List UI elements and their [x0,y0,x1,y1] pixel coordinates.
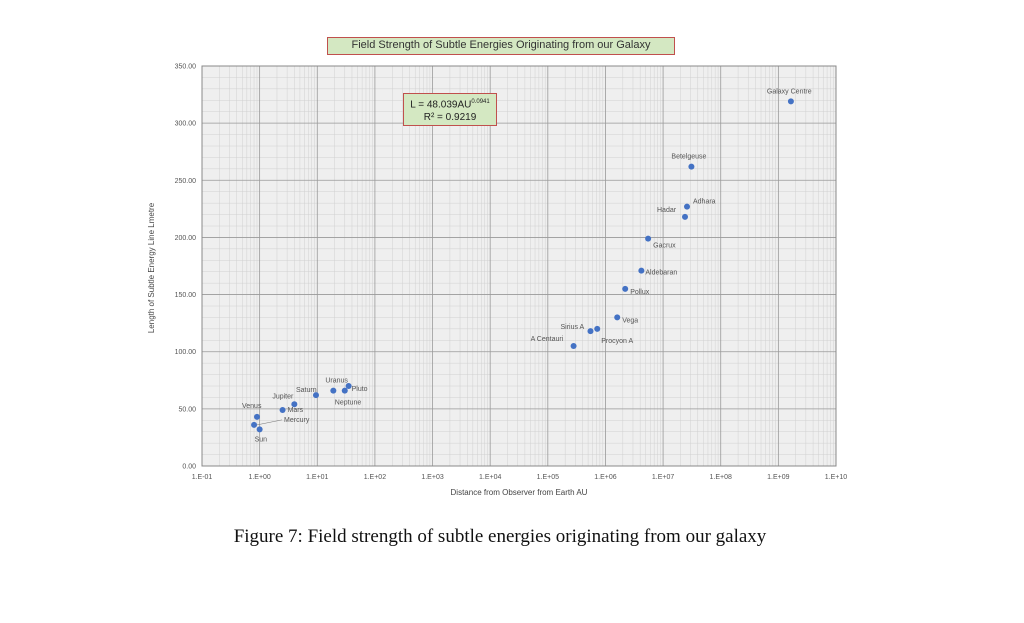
data-point-vega [614,314,621,321]
y-axis-label: Length of Subtle Energy Line Lmetre [147,202,156,333]
y-tick-label: 200.00 [175,235,197,242]
x-tick-label: 1.E+07 [652,474,674,481]
y-tick-label: 0.00 [182,464,196,471]
figure-caption: Figure 7: Field strength of subtle energ… [233,526,767,547]
x-tick-label: 1.E-01 [192,474,213,481]
plot-border [201,65,837,467]
data-point-adhara [684,203,691,210]
trendline-equation: L = 48.039AU0.0941 R² = 0.9219 [403,93,497,126]
chart-title: Field Strength of Subtle Energies Origin… [327,37,675,55]
point-label: Venus [242,403,262,410]
x-tick-label: 1.E+03 [421,474,443,481]
point-label: Saturn [296,387,317,394]
point-label: A Centauri [531,336,564,343]
equation-exponent: 0.0941 [471,99,490,105]
data-point-uranus [330,387,337,394]
point-label: Sun [255,436,268,443]
data-point-neptune [341,387,348,394]
point-label: Adhara [693,199,716,206]
point-label: Gacrux [653,243,676,250]
point-label: Pluto [352,386,368,393]
point-label: Sirius A [560,324,584,331]
point-label: Hadar [657,207,677,214]
data-point-sun [256,426,263,433]
point-label: Vega [622,317,638,324]
y-tick-label: 300.00 [175,121,197,128]
data-point-sirius-a [587,328,594,335]
x-tick-label: 1.E+01 [306,474,328,481]
x-tick-label: 1.E+05 [537,474,559,481]
x-axis-label: Distance from Observer from Earth AU [451,488,588,497]
data-point-mercury [251,421,258,428]
x-tick-label: 1.E+04 [479,474,501,481]
data-point-procyon-a [594,325,601,332]
point-label: Mars [288,407,304,414]
equation-base: L = 48.039AU [410,99,472,111]
point-label: Pollux [630,289,650,296]
point-label: Procyon A [601,338,633,345]
tick-labels: 1.E-01 1.E+00 1.E+01 1.E+02 1.E+03 1.E+04 1.E+… [175,64,848,482]
plot-background [202,66,836,466]
data-point-aldebaran [638,267,645,274]
x-tick-label: 1.E+06 [594,474,616,481]
point-label: Galaxy Centre [767,88,812,95]
plot-area [202,66,836,466]
mercury-leader-line [256,419,283,426]
x-tick-label: 1.E+02 [364,474,386,481]
point-label: Jupiter [272,393,294,400]
point-label: Neptune [335,400,362,407]
point-label: Aldebaran [645,270,677,277]
point-label: Uranus [325,378,348,385]
y-tick-label: 100.00 [175,349,197,356]
data-point-venus [253,413,260,420]
y-tick-label: 150.00 [175,292,197,299]
r-squared: R² = 0.9219 [423,112,477,124]
y-tick-label: 250.00 [175,178,197,185]
point-label: Mercury [284,417,310,424]
data-point-galaxy-centre [787,98,794,105]
data-point-a-centauri [570,343,577,349]
y-tick-label: 350.00 [175,64,197,71]
y-tick-label: 50.00 [178,406,196,413]
data-point-pollux [622,285,629,292]
data-point-hadar [682,213,689,220]
x-tick-label: 1.E+10 [825,474,847,481]
data-points [251,98,794,433]
data-point-saturn [312,392,319,399]
point-label: Betelgeuse [671,154,706,161]
data-point-pluto [345,383,352,389]
data-point-betelgeuse [688,163,695,170]
data-point-mars [279,407,286,413]
x-tick-label: 1.E+08 [710,474,732,481]
axes [201,65,837,467]
data-point-gacrux [645,235,652,242]
data-point-jupiter [291,401,298,408]
x-tick-label: 1.E+00 [248,474,270,481]
grid [201,65,837,467]
x-tick-label: 1.E+09 [767,474,789,481]
